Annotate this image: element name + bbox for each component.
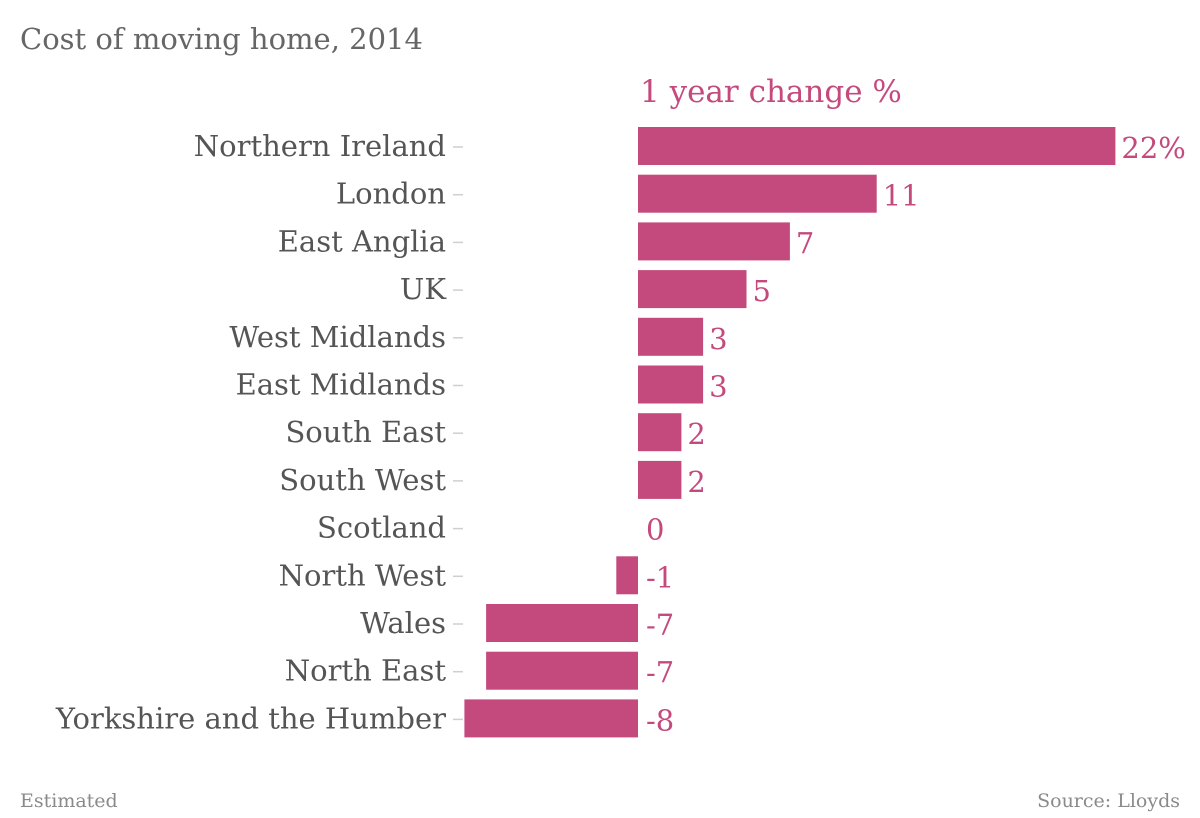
- bar-yorkshire-and-the-humber: [464, 699, 638, 738]
- footnote: Estimated: [20, 790, 118, 812]
- bar-north-east: [486, 651, 638, 690]
- value-label-south-west: 2: [687, 465, 705, 499]
- value-label-uk: 5: [753, 274, 771, 308]
- category-label-uk: UK: [400, 272, 447, 306]
- category-label-north-west: North West: [279, 558, 447, 592]
- category-label-north-east: North East: [285, 654, 447, 688]
- value-label-east-midlands: 3: [709, 370, 727, 404]
- series-label: 1 year change %: [640, 74, 902, 110]
- value-label-northern-ireland: 22%: [1121, 131, 1185, 165]
- category-label-east-anglia: East Anglia: [278, 224, 446, 258]
- bar-north-west: [616, 556, 638, 595]
- value-label-north-east: -7: [646, 656, 674, 690]
- value-label-north-west: -1: [646, 560, 674, 594]
- bar-uk: [638, 270, 747, 309]
- value-label-scotland: 0: [646, 513, 664, 547]
- bar-northern-ireland: [638, 127, 1116, 165]
- value-label-london: 11: [883, 179, 920, 213]
- category-label-south-east: South East: [285, 415, 446, 449]
- category-label-east-midlands: East Midlands: [236, 368, 446, 402]
- value-label-yorkshire-and-the-humber: -8: [646, 703, 674, 737]
- bar-east-anglia: [638, 222, 790, 261]
- category-label-scotland: Scotland: [317, 511, 446, 545]
- category-label-yorkshire-and-the-humber: Yorkshire and the Humber: [55, 701, 446, 735]
- bar-south-west: [638, 460, 682, 499]
- category-label-london: London: [336, 177, 446, 211]
- value-label-east-anglia: 7: [796, 226, 814, 260]
- category-label-west-midlands: West Midlands: [229, 320, 446, 354]
- source-credit: Source: Lloyds: [1037, 790, 1180, 812]
- value-label-wales: -7: [646, 608, 674, 642]
- category-label-wales: Wales: [360, 606, 446, 640]
- bar-west-midlands: [638, 317, 704, 356]
- bar-east-midlands: [638, 365, 704, 404]
- value-label-west-midlands: 3: [709, 322, 727, 356]
- bar-london: [638, 174, 877, 213]
- bar-wales: [486, 604, 638, 642]
- bar-south-east: [638, 413, 682, 452]
- value-label-south-east: 2: [687, 417, 705, 451]
- category-label-northern-ireland: Northern Ireland: [194, 129, 446, 163]
- category-label-south-west: South West: [279, 463, 446, 497]
- chart-title: Cost of moving home, 2014: [20, 22, 423, 56]
